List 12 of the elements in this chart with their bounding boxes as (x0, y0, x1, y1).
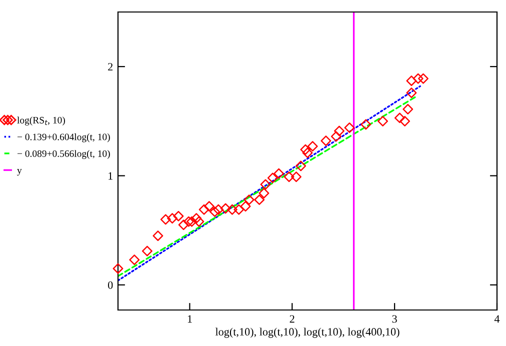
y-tick-label: 1 (108, 172, 112, 180)
legend-label: − 0.139+0.604log(t, 10) (17, 133, 110, 142)
y-tick-label: 0 (108, 281, 113, 289)
legend-label: y (17, 169, 22, 176)
x-tick-label: 4 (494, 315, 500, 323)
y-tick-label: 2 (108, 63, 113, 70)
x-tick-label: 2 (290, 315, 294, 323)
x-axis-title: log(t,10), log(t,10), log(t,10), log(400,10) (215, 328, 400, 338)
legend-label: − 0.089+0.566log(t, 10) (17, 150, 110, 159)
x-tick-label: 1 (188, 315, 192, 323)
legend-label: log(RS$_{t}$, 10) (17, 116, 65, 126)
x-tick-label: 3 (392, 315, 397, 323)
